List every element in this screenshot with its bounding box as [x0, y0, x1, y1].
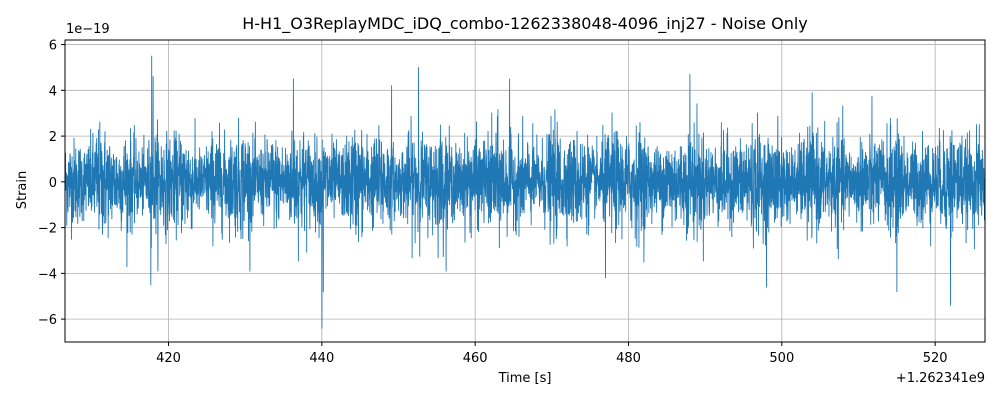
y-scale-label: 1e−19 [66, 22, 110, 37]
y-tick-label: 2 [49, 130, 57, 145]
plot-frame [64, 39, 986, 343]
y-axis-ticks: −6 −4 −2 0 2 4 6 [38, 39, 65, 328]
chart-title: H-H1_O3ReplayMDC_iDQ_combo-1262338048-40… [242, 14, 808, 34]
x-offset-label: +1.262341e9 [896, 371, 985, 386]
x-axis-ticks: 420 440 460 480 500 520 [156, 342, 948, 366]
x-tick-label: 500 [769, 351, 794, 366]
strain-line [64, 55, 986, 329]
x-tick-label: 480 [616, 351, 641, 366]
strain-series [64, 55, 986, 329]
y-tick-label: 0 [49, 176, 57, 191]
x-tick-label: 460 [463, 351, 488, 366]
x-tick-label: 520 [923, 351, 948, 366]
y-tick-label: −2 [38, 222, 57, 237]
y-tick-label: −6 [38, 313, 57, 328]
y-axis-label: Strain [15, 171, 30, 210]
x-tick-label: 420 [156, 351, 181, 366]
x-axis-label: Time [s] [498, 371, 552, 386]
x-tick-label: 440 [309, 351, 334, 366]
y-tick-label: 4 [49, 84, 57, 99]
y-tick-label: 6 [49, 39, 57, 54]
y-tick-label: −4 [38, 267, 57, 282]
